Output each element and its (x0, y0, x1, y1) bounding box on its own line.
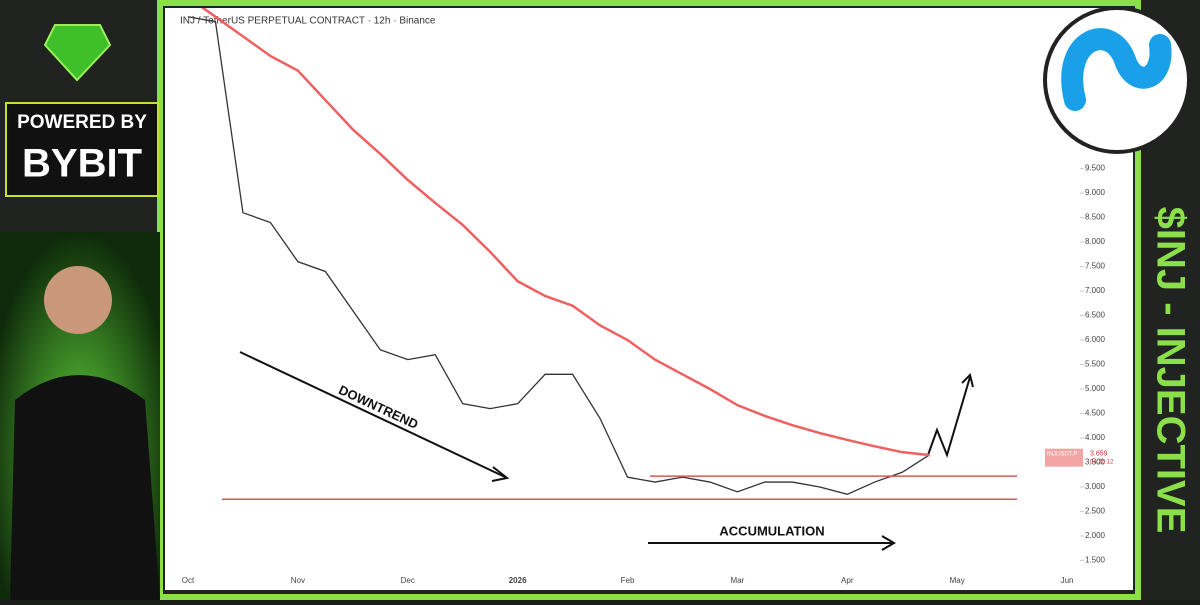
downtrend-arrow (239, 351, 506, 478)
presenter-head (44, 266, 112, 334)
annotation: ACCUMULATION (719, 523, 824, 538)
arrow-head (491, 466, 510, 482)
chart-title: INJ / TetherUS PERPETUAL CONTRACT · 12h … (180, 16, 436, 27)
y-tick-label: 1.500 (1085, 556, 1106, 565)
price-tag (1045, 448, 1083, 467)
x-tick-label: 2026 (509, 576, 527, 585)
y-tick-label: 4.500 (1085, 409, 1106, 418)
price-value: 3.659 (1090, 451, 1108, 458)
x-tick-label: Nov (291, 576, 305, 585)
brand: BYBIT (22, 142, 142, 186)
y-tick-label: 6.500 (1085, 311, 1106, 320)
x-tick-label: Apr (841, 576, 854, 585)
y-tick-label: 7.000 (1085, 286, 1106, 295)
price-symbol: INJUSDT.P (1047, 451, 1077, 457)
injective-mark (1061, 28, 1172, 111)
price-countdown: 04:25:12 (1090, 459, 1114, 465)
y-tick-label: 3.500 (1085, 458, 1106, 467)
y-tick-label: 7.500 (1085, 262, 1106, 271)
y-tick-label: 5.000 (1085, 384, 1106, 393)
y-tick-label: 2.500 (1085, 507, 1106, 516)
x-tick-label: Jun (1061, 576, 1074, 585)
projection-arrow (927, 376, 971, 459)
chart-area (165, 8, 1133, 590)
series-line (200, 8, 930, 457)
y-tick-label: 9.000 (1085, 188, 1106, 197)
y-tick-label: 8.000 (1085, 237, 1106, 246)
logo (43, 24, 112, 82)
series-line (187, 16, 931, 495)
arrow-head (881, 535, 896, 551)
y-tick-label: 6.000 (1085, 335, 1106, 344)
y-tick-label: 5.500 (1085, 360, 1106, 369)
y-tick-label: 9.500 (1085, 164, 1106, 173)
side-title: $INJ - INJECTIVE (1148, 207, 1192, 534)
x-tick-label: Mar (731, 576, 745, 585)
arrow-head (961, 373, 974, 388)
powered-by: POWERED BY (17, 112, 147, 133)
y-tick-label: 8.500 (1085, 213, 1106, 222)
sponsor-box (5, 102, 159, 197)
presenter-body (10, 375, 160, 600)
y-tick-label: 3.000 (1085, 482, 1106, 491)
y-tick-label: 2.000 (1085, 531, 1106, 540)
y-tick-label: 4.000 (1085, 433, 1106, 442)
x-tick-label: Dec (401, 576, 415, 585)
x-tick-label: May (950, 576, 965, 585)
x-tick-label: Feb (621, 576, 635, 585)
plot (187, 8, 931, 495)
x-tick-label: Oct (182, 576, 195, 585)
